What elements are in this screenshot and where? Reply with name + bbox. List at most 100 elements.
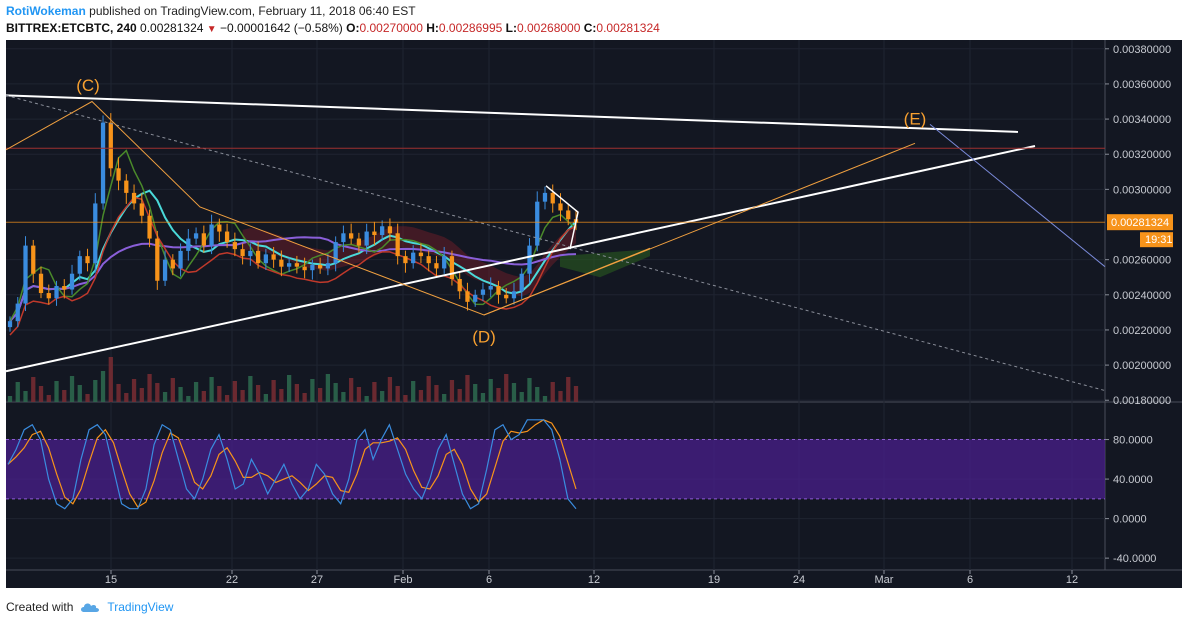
volume-bar bbox=[69, 376, 75, 402]
candle-body bbox=[310, 264, 315, 271]
volume-bar bbox=[380, 391, 385, 402]
candle-body bbox=[504, 294, 509, 299]
volume-bar bbox=[294, 384, 300, 402]
candle-body bbox=[442, 256, 447, 269]
price-axis-labels: 0.00380000 0.00360000 0.00340000 0.00320000… bbox=[1105, 44, 1171, 407]
price-tick-label: 0.00380000 bbox=[1113, 44, 1171, 56]
created-with-text: Created with bbox=[6, 600, 74, 614]
candle-body bbox=[395, 233, 400, 257]
stoch-tick-label: -40.0000 bbox=[1113, 553, 1156, 565]
volume-bar bbox=[457, 389, 462, 402]
volume-bar bbox=[263, 394, 268, 402]
wave-label-1: (D) bbox=[472, 327, 496, 346]
stoch-d-line bbox=[7, 419, 577, 508]
volume-bar bbox=[511, 383, 517, 402]
stochastic-lines bbox=[7, 419, 577, 510]
price-tick-label: 0.00300000 bbox=[1113, 184, 1171, 196]
candle-body bbox=[38, 273, 44, 294]
chart-header: RotiWokeman published on TradingView.com… bbox=[6, 3, 1176, 38]
volume-bar bbox=[255, 385, 261, 402]
time-tick-label: Feb bbox=[394, 574, 413, 586]
candle-body bbox=[77, 256, 82, 274]
candle-body bbox=[535, 201, 540, 246]
cloud-area bbox=[242, 221, 577, 297]
candle-body bbox=[15, 303, 20, 322]
price-tick-label: 0.00240000 bbox=[1113, 290, 1171, 302]
volume-bar bbox=[286, 375, 292, 402]
volume-bar bbox=[170, 378, 175, 402]
tradingview-brand[interactable]: TradingView bbox=[107, 600, 174, 614]
time-axis-labels: 15 22 27 Feb 6 12 19 24 Mar 6 12 bbox=[105, 570, 1078, 586]
candle-body bbox=[131, 192, 137, 204]
time-tick-label: 12 bbox=[1066, 574, 1078, 586]
volume-bar bbox=[279, 389, 284, 402]
volume-bar bbox=[178, 387, 183, 402]
drawings[interactable]: (C) (D) (E) bbox=[5, 76, 1106, 392]
ichimoku-span-a-line bbox=[9, 149, 577, 322]
volume-bar bbox=[387, 377, 393, 402]
volume-bar bbox=[100, 371, 106, 402]
high-label: H: bbox=[426, 21, 439, 35]
time-tick-label: 6 bbox=[486, 574, 492, 586]
candle-body bbox=[403, 256, 408, 264]
candle-body bbox=[124, 180, 129, 193]
candle-body bbox=[85, 256, 90, 264]
symbol-label: BITTREX:ETCBTC, 240 bbox=[6, 21, 137, 35]
volume-bar bbox=[248, 376, 253, 402]
volume-bar bbox=[7, 396, 13, 402]
ma-slow-line bbox=[9, 236, 577, 322]
candle-body bbox=[170, 259, 175, 269]
stoch-k-line bbox=[7, 419, 577, 510]
footer: Created with TradingView bbox=[6, 597, 173, 617]
volume-bar bbox=[426, 376, 431, 402]
volume-bar bbox=[77, 385, 82, 402]
high-value: 0.00286995 bbox=[438, 21, 503, 35]
price-change: −0.00001642 (−0.58%) bbox=[220, 21, 343, 35]
lower-trendline bbox=[5, 144, 1036, 373]
candle-body bbox=[465, 291, 470, 302]
time-tick-label: 6 bbox=[967, 574, 973, 586]
author-link[interactable]: RotiWokeman bbox=[6, 4, 86, 18]
candle-body bbox=[426, 256, 431, 264]
candle-body bbox=[224, 231, 230, 243]
volume-bar bbox=[62, 390, 67, 402]
candle-body bbox=[23, 245, 28, 304]
candle-body bbox=[527, 245, 532, 274]
candle-body bbox=[54, 286, 59, 299]
volume-bar bbox=[318, 388, 323, 402]
volume-bar bbox=[465, 375, 470, 402]
volume-bar bbox=[488, 379, 493, 402]
current-price-tag-label: 0.00281324 bbox=[1111, 217, 1169, 229]
plot-background bbox=[6, 40, 1105, 588]
candle-body bbox=[69, 273, 75, 290]
candle-body bbox=[217, 224, 222, 232]
candle-body bbox=[178, 250, 183, 269]
volume-bar bbox=[131, 379, 137, 402]
volume-bar bbox=[310, 379, 315, 402]
candle-body bbox=[7, 321, 13, 328]
volume-bar bbox=[411, 381, 416, 402]
candle-body bbox=[147, 215, 152, 239]
volume-bar bbox=[162, 392, 168, 402]
volume-bar bbox=[403, 395, 408, 402]
candle-body bbox=[139, 203, 144, 216]
chart-svg[interactable]: (C) (D) (E) 0.00380000 0.00360000 0.00340000… bbox=[0, 40, 1182, 588]
candle-body bbox=[193, 233, 199, 239]
candle-body bbox=[387, 226, 393, 234]
candle-body bbox=[480, 289, 486, 295]
candle-body bbox=[232, 242, 237, 250]
time-tick-label: 12 bbox=[588, 574, 600, 586]
tradingview-link[interactable]: TradingView bbox=[79, 600, 173, 614]
volume-bar bbox=[341, 392, 346, 402]
volume-bar bbox=[23, 391, 28, 402]
candle-body bbox=[349, 233, 354, 239]
candle-body bbox=[248, 250, 253, 257]
volume-bar bbox=[496, 388, 501, 402]
price-tick-label: 0.00200000 bbox=[1113, 360, 1171, 372]
price-axis[interactable] bbox=[1105, 40, 1182, 588]
chart-area[interactable]: (C) (D) (E) 0.00380000 0.00360000 0.00340000… bbox=[0, 40, 1182, 588]
candle-body bbox=[62, 286, 67, 290]
current-price-tag bbox=[1107, 214, 1173, 231]
volume-bar bbox=[349, 378, 354, 402]
candle-body bbox=[418, 252, 424, 257]
